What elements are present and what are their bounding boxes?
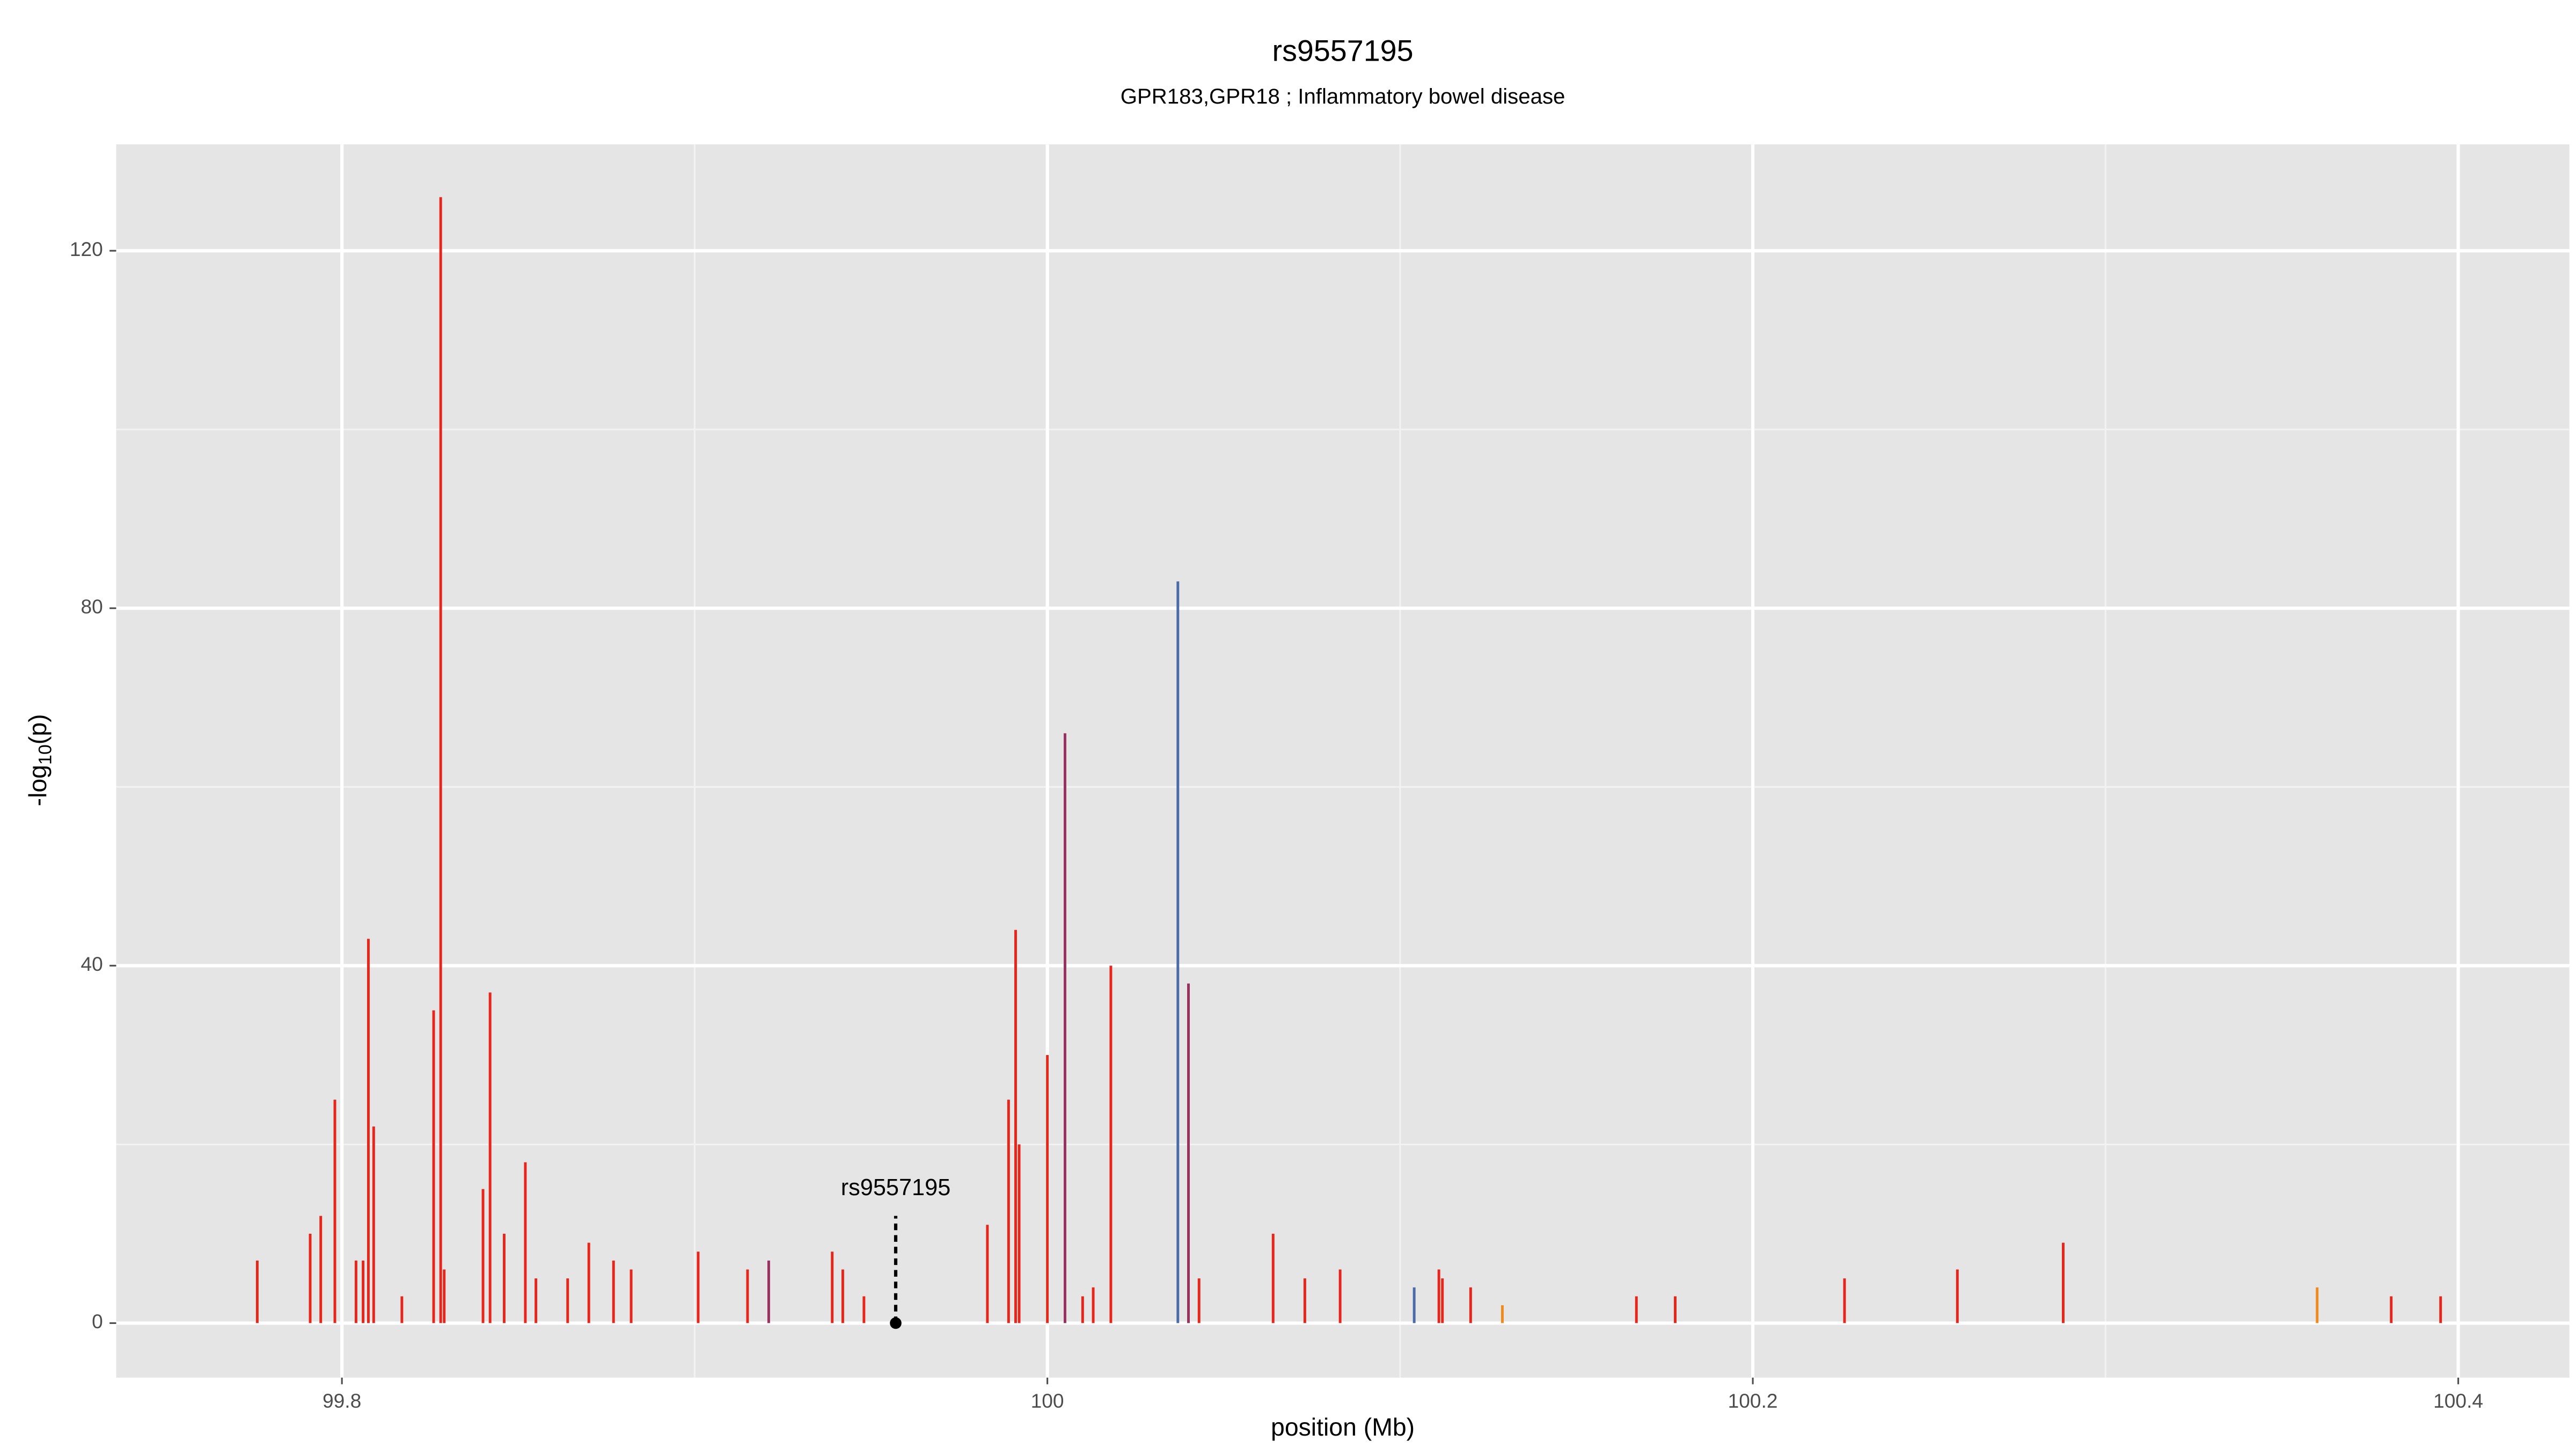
chart-title: rs9557195 <box>1272 34 1414 68</box>
y-axis-label: -log10(p) <box>24 714 55 807</box>
x-tick-label: 100 <box>1031 1389 1064 1412</box>
y-label-sub: 10 <box>35 744 56 765</box>
x-tick-label: 100.4 <box>2433 1389 2483 1412</box>
y-tick-label: 120 <box>70 238 103 260</box>
y-label-prefix: -log <box>24 765 52 806</box>
chart-subtitle: GPR183,GPR18 ; Inflammatory bowel diseas… <box>1121 84 1565 108</box>
y-tick-label: 80 <box>80 595 103 618</box>
highlight-label: rs9557195 <box>841 1175 951 1201</box>
axes: 99.8 100 100.2 100.4 0 40 80 120 <box>70 238 2483 1412</box>
x-axis-label: position (Mb) <box>1271 1413 1415 1441</box>
x-tick-label: 99.8 <box>323 1389 361 1412</box>
x-tick-label: 100.2 <box>1728 1389 1778 1412</box>
y-label-suffix: (p) <box>24 714 52 745</box>
y-tick-label: 40 <box>80 953 103 975</box>
marks: rs9557195 <box>255 197 2442 1329</box>
highlight-point <box>890 1317 902 1329</box>
y-tick-label: 0 <box>92 1310 103 1333</box>
